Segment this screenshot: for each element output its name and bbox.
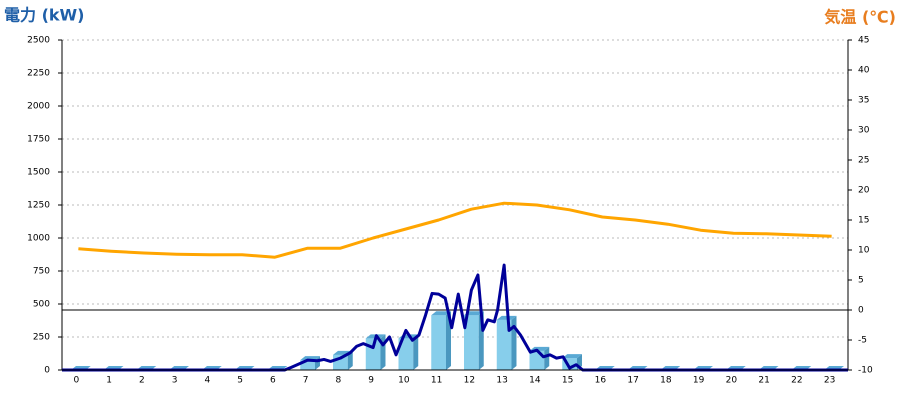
bar-side [544,346,550,370]
y2-tick-label: 15 [858,216,869,226]
x-tick-label: 23 [824,376,835,386]
y-tick-label: 2500 [27,36,50,46]
y-tick-label: 0 [44,366,50,376]
y2-tick-label: 0 [858,306,864,316]
x-tick-label: 16 [595,376,607,386]
y2-tick-label: -10 [858,366,873,376]
bar-top [431,311,451,316]
power-line [62,263,848,372]
x-tick-label: 7 [303,376,309,386]
x-tick-label: 9 [368,376,374,386]
y2-tick-label: 30 [858,126,870,136]
bar [300,360,315,370]
x-tick-label: 20 [726,376,738,386]
y2-tick-label: -5 [858,336,867,346]
x-tick-label: 21 [758,376,769,386]
y2-tick-label: 45 [858,36,869,46]
x-tick-label: 1 [106,376,112,386]
x-tick-label: 2 [139,376,145,386]
y-tick-label: 1000 [27,234,50,244]
y-tick-label: 500 [33,300,50,310]
temperature-line [78,201,832,259]
x-tick-label: 4 [205,376,211,386]
y2-axis-title: 気温 (℃) [824,8,896,27]
bar-side [445,311,451,370]
y-tick-label: 1500 [27,168,50,178]
bar [431,315,446,370]
x-tick-label: 15 [562,376,573,386]
x-tick-label: 11 [431,376,442,386]
y-tick-label: 750 [33,267,50,277]
x-tick-label: 19 [693,376,705,386]
bar [398,338,414,370]
x-tick-label: 8 [336,376,342,386]
x-tick-label: 22 [791,376,802,386]
y2-tick-label: 35 [858,96,869,106]
y-tick-label: 2000 [27,102,50,112]
y-tick-label: 250 [33,333,50,343]
y-axis-title: 電力 (kW) [4,6,85,25]
x-tick-label: 14 [529,376,541,386]
x-tick-label: 10 [398,376,410,386]
bar-side [413,334,419,370]
y2-tick-label: 40 [858,66,870,76]
y2-tick-label: 25 [858,156,869,166]
y-tick-label: 2250 [27,69,50,79]
y2-tick-label: 20 [858,186,870,196]
y-tick-label: 1250 [27,201,50,211]
bar-side [347,350,353,370]
bar-top [562,354,582,359]
y2-tick-label: 10 [858,246,870,256]
x-tick-label: 6 [270,376,276,386]
x-tick-label: 5 [237,376,243,386]
x-tick-label: 13 [496,376,507,386]
x-tick-label: 18 [660,376,672,386]
x-tick-label: 0 [74,376,80,386]
y-tick-label: 1750 [27,135,50,145]
bar [496,319,512,370]
x-tick-label: 17 [627,376,638,386]
bar-side [511,315,517,370]
bar [562,358,577,370]
x-tick-label: 12 [464,376,475,386]
y2-tick-label: 5 [858,276,864,286]
bar [464,315,479,370]
x-tick-label: 3 [172,376,178,386]
bar-side [380,334,386,370]
